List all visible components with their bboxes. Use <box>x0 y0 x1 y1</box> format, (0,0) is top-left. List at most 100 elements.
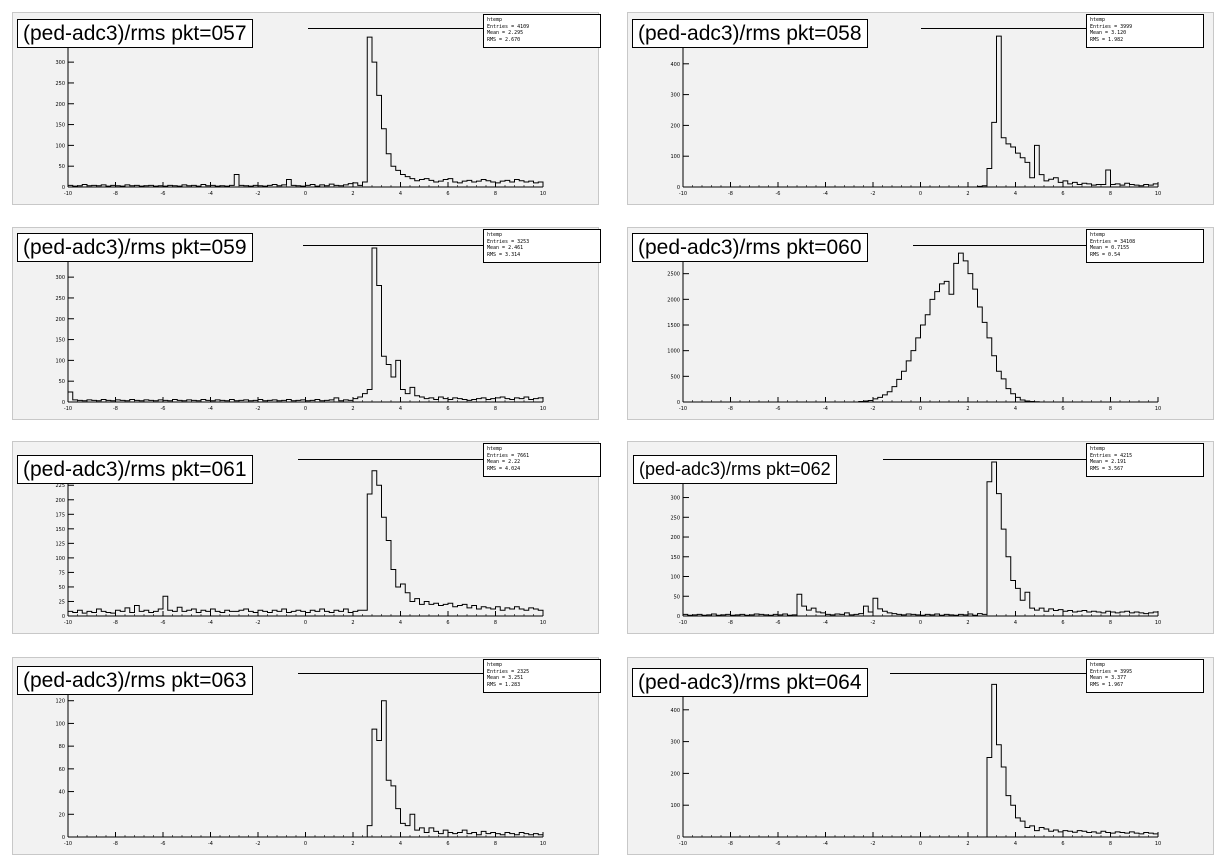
stats-mean: Mean = 2.191 <box>1090 459 1127 465</box>
x-tick-label: 2 <box>351 620 354 626</box>
y-tick-label: 150 <box>55 123 65 129</box>
stats-box: htemp Entries = 7661 Mean = 2.22 RMS = 4… <box>483 443 601 477</box>
x-tick-label: 8 <box>494 620 497 626</box>
x-tick-label: -2 <box>871 191 876 197</box>
x-tick-label: -10 <box>679 406 687 412</box>
x-tick-label: 6 <box>1061 191 1064 197</box>
stats-entries: Entries = 2325 <box>487 668 530 675</box>
stats-rms: RMS = 1.982 <box>1090 36 1124 43</box>
x-tick-label: -2 <box>256 620 261 626</box>
stats-mean: Mean = 3.120 <box>1090 30 1127 36</box>
x-tick-label: -6 <box>776 841 781 847</box>
x-tick-label: -6 <box>161 841 166 847</box>
x-tick-label: -4 <box>823 841 828 847</box>
x-tick-label: 8 <box>1109 406 1112 412</box>
x-tick-label: -4 <box>208 841 213 847</box>
stats-box: htemp Entries = 2325 Mean = 3.251 RMS = … <box>483 659 601 693</box>
y-tick-label: 400 <box>670 708 680 714</box>
x-tick-label: 10 <box>1155 191 1161 197</box>
stats-entries: Entries = 3995 <box>1090 668 1133 675</box>
x-tick-label: 10 <box>1155 841 1161 847</box>
x-tick-label: 10 <box>540 191 546 197</box>
y-tick-label: 100 <box>55 143 65 149</box>
histogram-pad-062: -10-8-6-4-20246810050100150200250300350 … <box>627 441 1214 634</box>
x-tick-label: 6 <box>446 841 449 847</box>
x-tick-label: -2 <box>256 841 261 847</box>
y-tick-label: 60 <box>59 767 65 773</box>
y-tick-label: 100 <box>670 575 680 581</box>
x-tick-label: -2 <box>871 406 876 412</box>
x-tick-label: -10 <box>64 620 72 626</box>
stats-rms: RMS = 1.967 <box>1090 681 1124 688</box>
y-tick-label: 200 <box>670 771 680 777</box>
histogram-line <box>683 252 1158 403</box>
x-tick-label: 2 <box>966 620 969 626</box>
x-tick-label: 6 <box>446 620 449 626</box>
y-tick-label: 1000 <box>667 349 680 355</box>
x-tick-label: -6 <box>161 406 166 412</box>
y-tick-label: 100 <box>670 803 680 809</box>
y-tick-label: 40 <box>59 790 65 796</box>
x-tick-label: 4 <box>399 841 402 847</box>
x-tick-label: -8 <box>113 406 118 412</box>
plot-area: -10 -8 -6 -4 -2 0 2 4 6 8 100255075100125150175200… <box>55 462 546 626</box>
y-tick-label: 0 <box>62 614 65 620</box>
y-tick-label: 2500 <box>667 272 680 278</box>
stats-box: htemp Entries = 3999 Mean = 3.120 RMS = … <box>1086 14 1204 48</box>
x-tick-label: 4 <box>1014 620 1017 626</box>
x-tick-label: -6 <box>776 191 781 197</box>
x-tick-label: 0 <box>919 406 922 412</box>
x-tick-label: 6 <box>446 191 449 197</box>
y-tick-label: 400 <box>670 62 680 68</box>
y-tick-label: 200 <box>670 535 680 541</box>
x-tick-label: 0 <box>304 191 307 197</box>
y-tick-label: 1500 <box>667 323 680 329</box>
plot-area: -10 -8 -6 -4 -2 0 2 4 6 8 10 0 500 1000 1500 2000 2500 <box>667 248 1161 412</box>
x-tick-label: -6 <box>161 191 166 197</box>
stats-box: htemp Entries = 3253 Mean = 2.461 RMS = … <box>483 229 601 263</box>
histogram-line <box>682 461 1159 616</box>
y-tick-label: 300 <box>55 275 65 281</box>
plot-area: -10-8-6-4-20246810050100150200250300350 <box>670 461 1161 626</box>
x-tick-label: 4 <box>399 406 402 412</box>
x-tick-label: -8 <box>728 620 733 626</box>
x-tick-label: 8 <box>494 191 497 197</box>
y-tick-label: 250 <box>55 81 65 87</box>
stats-rms: RMS = 1.283 <box>487 681 521 688</box>
y-tick-label: 150 <box>670 555 680 561</box>
histogram-pad-060: -10 -8 -6 -4 -2 0 2 4 6 8 10 0 500 1000 1500 2000 2500 (… <box>627 227 1214 420</box>
x-tick-label: 10 <box>540 620 546 626</box>
histogram-line <box>67 36 544 187</box>
y-tick-label: 150 <box>55 527 65 533</box>
x-tick-label: -8 <box>728 841 733 847</box>
x-tick-label: -8 <box>113 191 118 197</box>
x-tick-label: 4 <box>399 191 402 197</box>
y-tick-label: 300 <box>55 60 65 66</box>
stats-name: htemp <box>1090 232 1106 238</box>
x-tick-label: -2 <box>256 406 261 412</box>
y-tick-label: 50 <box>59 164 65 170</box>
histogram-pad-064: -10 -8 -6 -4 -2 0 2 4 6 8 10 0 100 200 300 400 (ped-adc… <box>627 657 1214 855</box>
histogram-line <box>68 700 544 838</box>
histogram-pad-057: -10 -8 -6 -4 -2 0 2 4 6 8 10 0 50 100 150 200 250 300 (pe… <box>12 12 601 205</box>
histogram-pad-063: -10 -8 -6 -4 -2 0 2 4 6 8 10 0 20 40 60 80 100 120 (ped-a… <box>12 657 601 855</box>
x-tick-label: -6 <box>776 406 781 412</box>
pad-title: (ped-adc3)/rms pkt=063 <box>17 666 253 695</box>
x-tick-label: 4 <box>1014 841 1017 847</box>
x-tick-label: -8 <box>728 191 733 197</box>
y-tick-label: 0 <box>677 835 680 841</box>
x-tick-label: -8 <box>113 620 118 626</box>
histogram-line <box>683 35 1159 188</box>
y-tick-label: 200 <box>55 498 65 504</box>
x-tick-label: 0 <box>919 191 922 197</box>
x-tick-label: -10 <box>64 191 72 197</box>
x-tick-label: 0 <box>304 620 307 626</box>
histogram-line <box>683 683 1159 838</box>
x-tick-label: 4 <box>1014 191 1017 197</box>
x-tick-label: 10 <box>540 841 546 847</box>
x-tick-label: 4 <box>1014 406 1017 412</box>
